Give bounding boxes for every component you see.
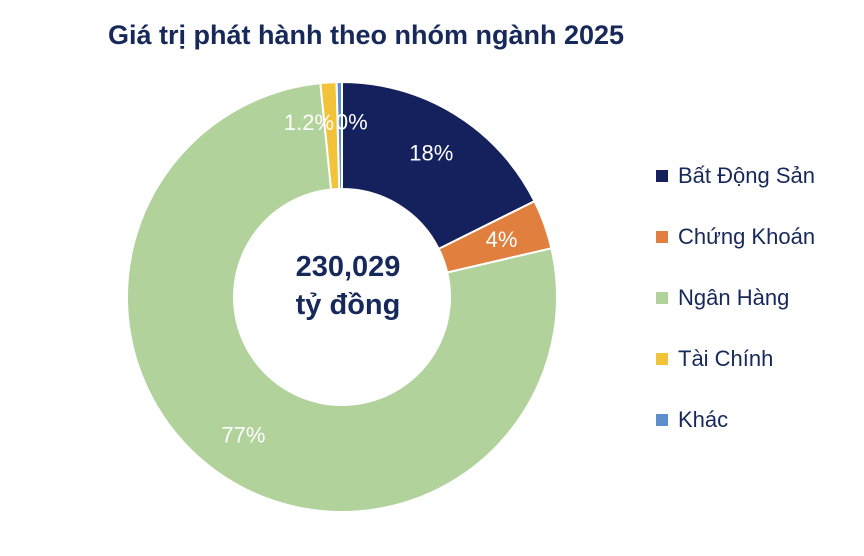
center-total-value: 230,029: [295, 251, 401, 283]
legend: Bất Động Sản Chứng Khoán Ngân Hàng Tài Chín…: [656, 145, 815, 450]
legend-label: Bất Động Sản: [678, 162, 815, 188]
legend-item: Bất Động Sản: [656, 145, 815, 206]
legend-item: Ngân Hàng: [656, 267, 815, 328]
legend-label: Ngân Hàng: [678, 284, 790, 310]
legend-item: Khác: [656, 389, 815, 450]
legend-label: Khác: [678, 406, 729, 432]
slice-4: [335, 80, 343, 191]
legend-swatch: [656, 230, 668, 243]
chart-title: Giá trị phát hành theo nhóm ngành 2025: [108, 20, 625, 50]
center-total: 230,029 tỷ đồng: [248, 248, 448, 324]
legend-item: Tài Chính: [656, 328, 815, 389]
data-label-3: 1.2%: [284, 110, 334, 135]
slice-2: [126, 81, 558, 513]
center-total-unit: tỷ đồng: [295, 289, 401, 321]
data-label-1: 4%: [486, 227, 518, 252]
data-label-4: 0%: [336, 110, 368, 135]
data-label-2: 77%: [221, 422, 265, 447]
data-label-0: 18%: [409, 140, 453, 165]
legend-label: Tài Chính: [678, 345, 774, 371]
legend-swatch: [656, 169, 668, 182]
legend-swatch: [656, 352, 668, 365]
legend-swatch: [656, 291, 668, 304]
legend-label: Chứng Khoán: [678, 223, 816, 249]
legend-swatch: [656, 413, 668, 426]
legend-item: Chứng Khoán: [656, 206, 815, 267]
slice-0: [341, 80, 536, 251]
